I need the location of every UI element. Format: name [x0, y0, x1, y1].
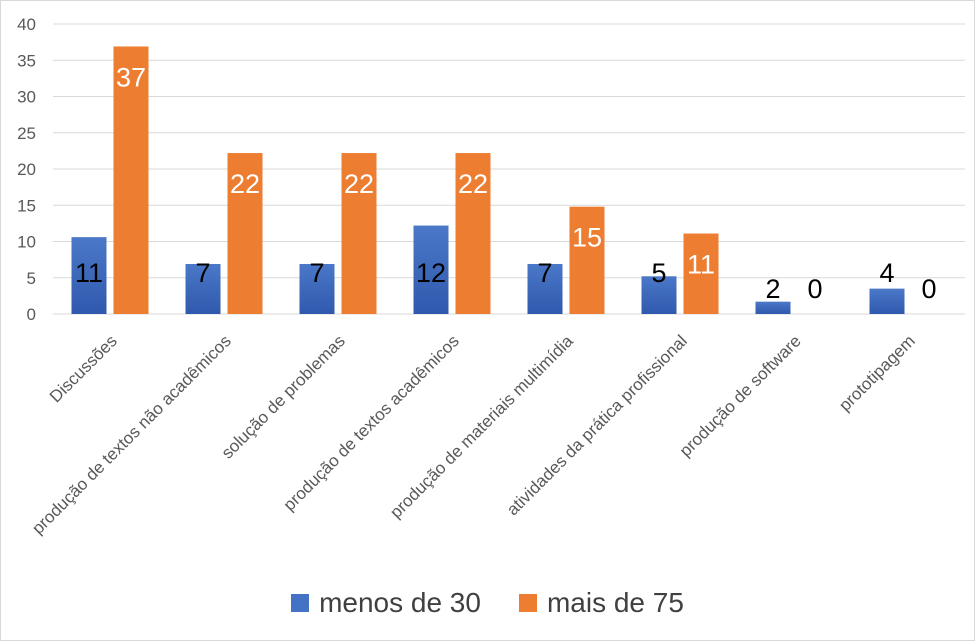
bar-mais-de-75 [455, 153, 491, 314]
y-tick-label: 35 [17, 51, 36, 70]
data-label: 5 [651, 258, 666, 288]
data-label: 15 [572, 223, 602, 253]
y-tick-label: 20 [17, 160, 36, 179]
y-axis-ticks: 0 5 10 15 20 25 30 35 40 [17, 15, 36, 324]
bar-mais-de-75 [227, 153, 263, 314]
data-label: 12 [416, 258, 446, 288]
data-label: 22 [458, 169, 488, 199]
data-label: 2 [765, 274, 780, 304]
bar-mais-de-75 [113, 46, 149, 314]
data-label: 11 [75, 258, 103, 288]
bar-mais-de-75 [569, 206, 605, 314]
bar-menos-de-30 [185, 263, 221, 314]
data-label: 7 [537, 258, 552, 288]
x-tick-label: Discussões [46, 331, 121, 406]
y-tick-label: 25 [17, 124, 36, 143]
legend-item-mais-de-75: mais de 75 [518, 587, 684, 619]
legend: menos de 30 mais de 75 [0, 583, 975, 623]
data-label: 37 [116, 62, 146, 92]
x-tick-label: produção de materiais multimídia [386, 331, 577, 522]
legend-label: mais de 75 [546, 587, 684, 618]
bar-menos-de-30 [527, 263, 563, 314]
data-label: 4 [879, 258, 894, 288]
bar-menos-de-30 [641, 276, 677, 314]
x-tick-label: produção de textos não acadêmicos [28, 331, 235, 538]
bar-menos-de-30 [71, 237, 107, 314]
y-tick-label: 30 [17, 88, 36, 107]
y-tick-label: 5 [27, 269, 36, 288]
data-label: 7 [309, 258, 324, 288]
y-tick-label: 10 [17, 233, 36, 252]
data-label: 22 [230, 169, 260, 199]
y-tick-label: 0 [27, 305, 36, 324]
bar-mais-de-75 [683, 233, 719, 314]
data-label: 0 [921, 274, 936, 304]
legend-item-menos-de-30: menos de 30 [291, 587, 481, 619]
y-tick-label: 40 [17, 15, 36, 34]
data-label: 22 [344, 169, 374, 199]
legend-swatch-mais-de-75 [518, 594, 537, 612]
data-label: 0 [807, 274, 822, 304]
legend-label: menos de 30 [319, 587, 481, 618]
bar-menos-de-30 [413, 225, 449, 314]
data-label: 11 [687, 250, 715, 280]
bar-menos-de-30 [299, 263, 335, 314]
legend-swatch-menos-de-30 [291, 594, 310, 612]
bar-mais-de-75 [341, 153, 377, 314]
bar-menos-de-30 [869, 288, 905, 314]
data-label: 7 [195, 258, 210, 288]
bar-menos-de-30 [755, 301, 791, 314]
x-tick-label: prototipagem [835, 331, 919, 415]
y-tick-label: 15 [17, 196, 36, 215]
bars [71, 46, 905, 314]
x-tick-label: produção de software [676, 331, 805, 460]
x-tick-label: atividades da prática profissional [503, 331, 691, 519]
x-tick-label: solução de problemas [218, 331, 349, 462]
